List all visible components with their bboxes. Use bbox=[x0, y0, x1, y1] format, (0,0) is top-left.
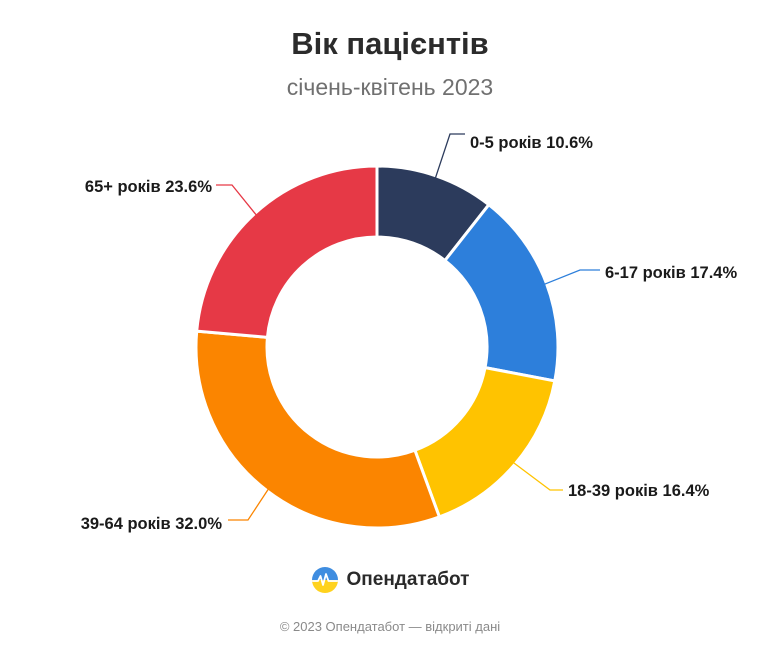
leader-line-5 bbox=[216, 184, 258, 217]
chart-title: Вік пацієнтів bbox=[291, 26, 489, 61]
leader-line-3 bbox=[511, 461, 563, 491]
opendatabot-logo-icon bbox=[311, 567, 338, 593]
brand: Опендатабот bbox=[0, 566, 780, 594]
slice-5 bbox=[195, 164, 379, 339]
leader-line-2 bbox=[542, 269, 600, 286]
slice-label-1: 0-5 років 10.6% bbox=[470, 134, 593, 152]
slice-label-5: 65+ років 23.6% bbox=[85, 178, 212, 196]
leader-line-4 bbox=[228, 487, 270, 521]
slice-3 bbox=[413, 366, 557, 519]
brand-name: Опендатабот bbox=[346, 569, 470, 590]
slice-label-4: 39-64 років 32.0% bbox=[81, 515, 223, 533]
footer-copyright: © 2023 Опендатабот — відкриті дані bbox=[279, 619, 501, 634]
slice-4 bbox=[194, 329, 441, 530]
leader-line-1 bbox=[434, 133, 465, 180]
slice-label-3: 18-39 років 16.4% bbox=[568, 482, 710, 500]
slice-label-2: 6-17 років 17.4% bbox=[605, 264, 737, 282]
chart-subtitle: січень-квітень 2023 bbox=[286, 74, 494, 100]
